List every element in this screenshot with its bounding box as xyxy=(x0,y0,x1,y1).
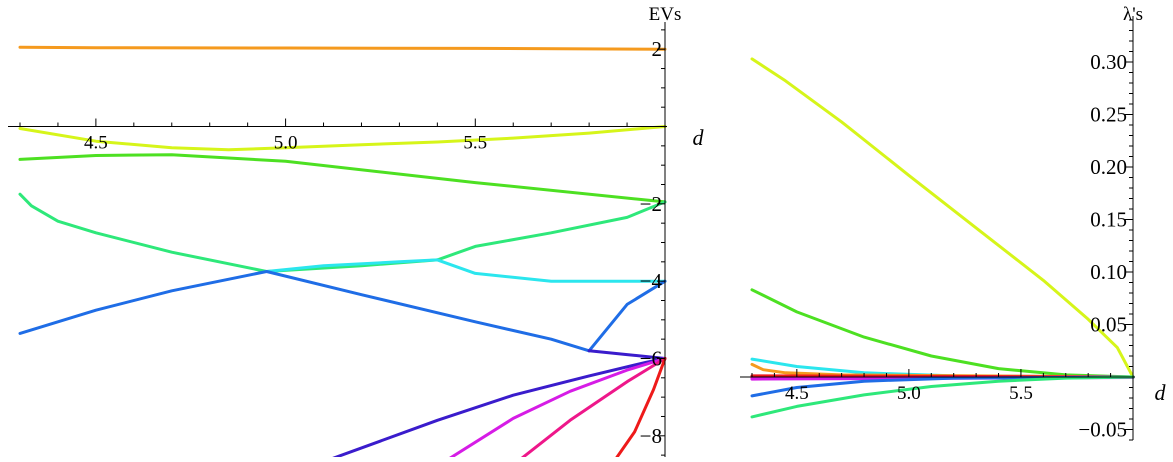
x-tick-label: 5.0 xyxy=(274,133,298,154)
y-tick-label: −0.05 xyxy=(1078,418,1127,442)
x-tick-label: 4.5 xyxy=(785,383,809,404)
y-tick-label: 0.25 xyxy=(1090,103,1127,127)
y-axis-title: λ's xyxy=(1123,4,1143,25)
y-tick-label: −6 xyxy=(640,346,662,370)
series-line-7 xyxy=(435,258,667,283)
y-tick-label: 0.15 xyxy=(1090,208,1127,232)
y-tick-label: −4 xyxy=(640,269,663,293)
y-tick-label: 0.20 xyxy=(1090,155,1127,179)
series-line-5 xyxy=(435,200,667,262)
series-line-4 xyxy=(18,192,439,273)
series-line-3 xyxy=(18,153,667,204)
series-group xyxy=(750,57,1135,419)
series-line-9 xyxy=(750,375,1135,419)
x-tick-label: 5.5 xyxy=(463,133,487,154)
x-axis-title: d xyxy=(1155,380,1167,405)
series-line-2 xyxy=(18,125,667,152)
chart-panel-2: 4.5 5.0 5.5 0.30 0.25 0.20 0.15 0.10 0.05 −0.05 λ'… xyxy=(740,4,1167,442)
y-tick-label: −2 xyxy=(640,192,662,216)
chart-panel-1: 4.5 5.0 5.5 2 −2 −4 −6 −8 EVs d xyxy=(8,4,705,461)
series-line-8 xyxy=(750,375,1135,398)
series-line-14 xyxy=(614,357,667,461)
series-line-13 xyxy=(519,357,667,461)
y-axis-title: EVs xyxy=(649,4,682,25)
series-line-9 xyxy=(587,279,667,353)
series-line-1 xyxy=(750,57,1135,379)
y-tick-label: 0.10 xyxy=(1090,260,1127,284)
y-tick-label: −8 xyxy=(640,424,662,448)
series-line-2 xyxy=(750,288,1135,379)
series-line-6 xyxy=(265,258,439,273)
series-line-10 xyxy=(587,349,667,360)
x-axis-title: d xyxy=(693,125,705,150)
x-tick-label: 5.0 xyxy=(897,383,921,404)
series-group xyxy=(18,45,667,461)
series-line-8 xyxy=(18,270,591,353)
x-tick-label: 5.5 xyxy=(1009,383,1033,404)
y-tick-label: 2 xyxy=(652,37,663,61)
series-line-11 xyxy=(329,357,667,461)
series-line-12 xyxy=(447,357,667,461)
x-tick-label: 4.5 xyxy=(84,133,108,154)
y-tick-label: 0.05 xyxy=(1090,313,1127,337)
y-tick-label: 0.30 xyxy=(1090,50,1127,74)
series-line-1 xyxy=(18,45,667,51)
